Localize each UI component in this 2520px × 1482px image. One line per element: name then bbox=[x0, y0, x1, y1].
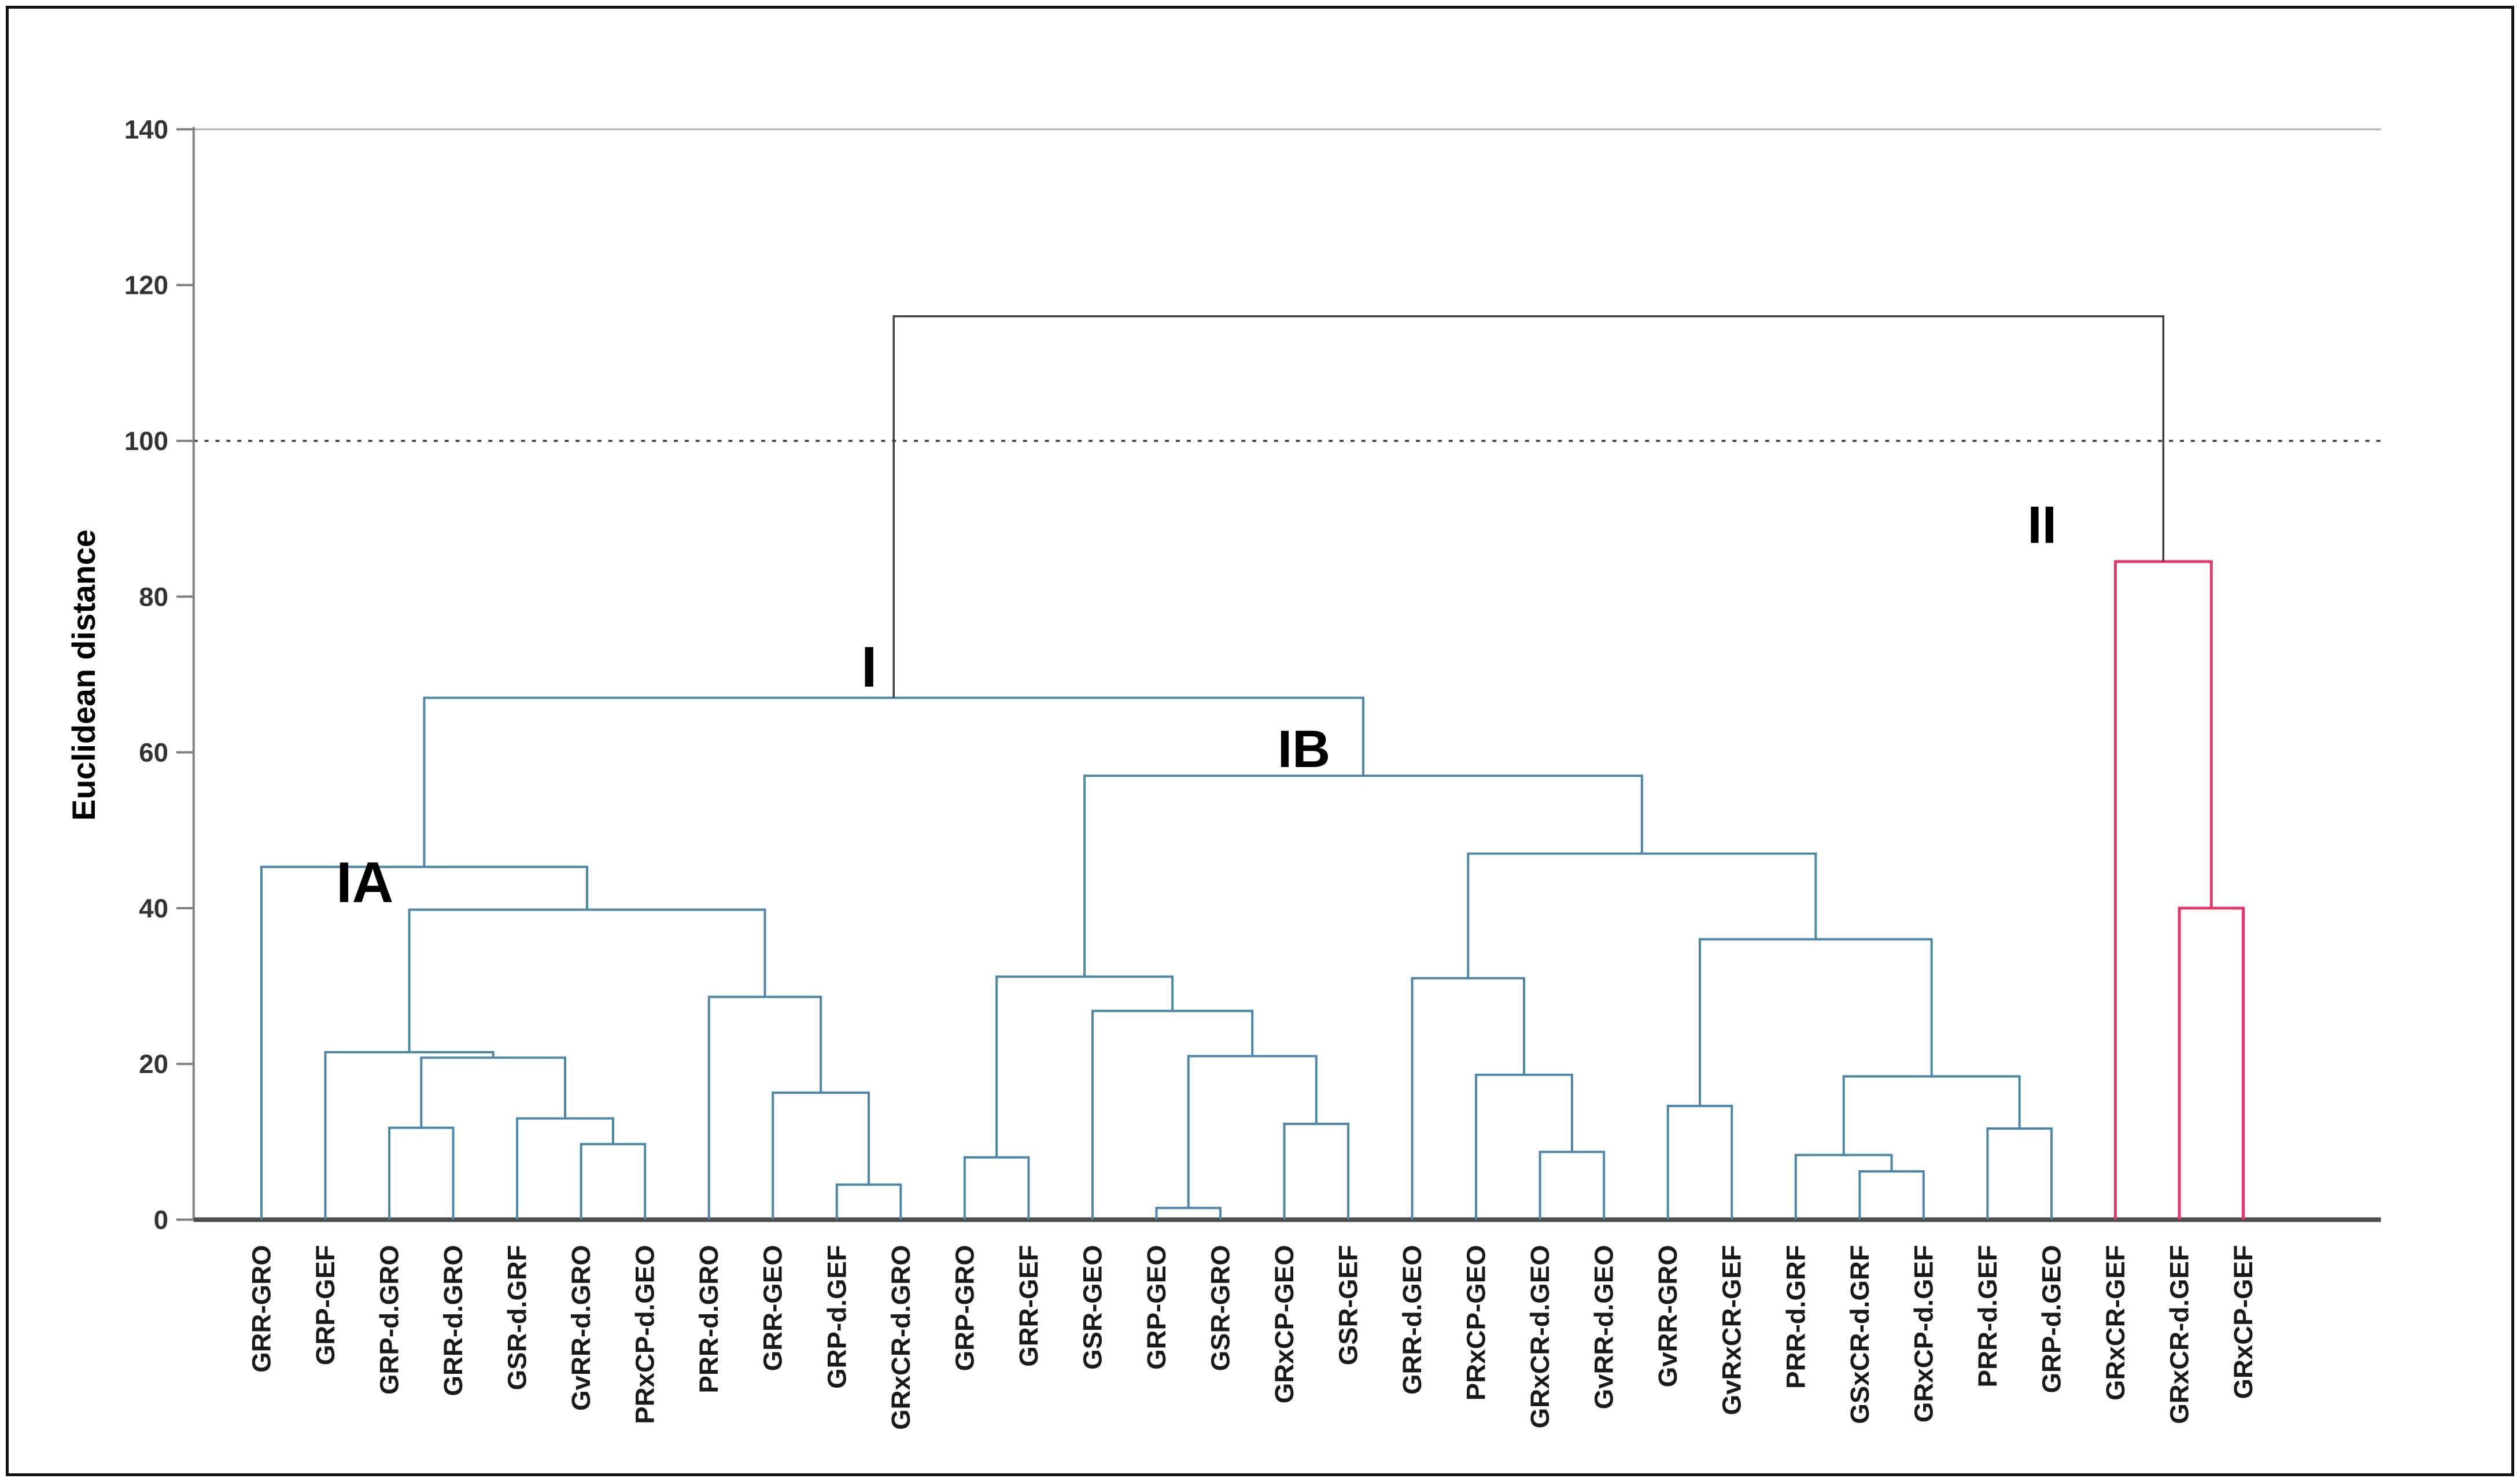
y-tick-label: 80 bbox=[139, 582, 168, 611]
dendrogram-branch-m22 bbox=[1986, 1127, 2053, 1220]
leaf-label-GRP-d.GEF: GRP-d.GEF bbox=[822, 1245, 851, 1389]
dendrogram-branch-m9 bbox=[260, 865, 588, 1220]
y-axis-title: Euclidean distance bbox=[66, 529, 102, 821]
y-tick-label: 0 bbox=[154, 1205, 168, 1234]
leaf-label-PRxCP-GEO: PRxCP-GEO bbox=[1462, 1245, 1491, 1400]
dendrogram-branch-m27 bbox=[423, 696, 1364, 867]
dendrogram-branch-m7 bbox=[707, 996, 822, 1220]
y-tick-label: 60 bbox=[139, 738, 168, 768]
leaf-label-GvRR-d.GEO: GvRR-d.GEO bbox=[1589, 1245, 1619, 1409]
cluster-label-I: I bbox=[861, 635, 877, 699]
dendrogram-branch-m3 bbox=[420, 1056, 566, 1128]
dendrogram-branch-m25 bbox=[1467, 852, 1817, 979]
leaf-label-GRxCR-GEF: GRxCR-GEF bbox=[2101, 1245, 2130, 1400]
leaf-label-GSR-d.GRF: GSR-d.GRF bbox=[503, 1245, 532, 1390]
cluster-label-IA: IA bbox=[336, 850, 393, 915]
dendrogram-branch-m8 bbox=[408, 908, 766, 1053]
dendrogram-branch-m20 bbox=[1858, 1170, 1925, 1220]
dendrogram-branch-m17 bbox=[1475, 1074, 1573, 1220]
leaf-label-GRxCR-d.GEO: GRxCR-d.GEO bbox=[1525, 1245, 1555, 1428]
leaf-label-GRxCR-d.GEF: GRxCR-d.GEF bbox=[2164, 1245, 2194, 1424]
leaf-label-GvRR-GRO: GvRR-GRO bbox=[1653, 1245, 1683, 1387]
y-tick-label: 100 bbox=[124, 426, 168, 456]
dendrogram-branch-m2 bbox=[516, 1117, 614, 1220]
dendrogram-branch-m28 bbox=[2178, 906, 2245, 1220]
leaf-label-GRP-d.GEO: GRP-d.GEO bbox=[2036, 1245, 2066, 1393]
leaf-label-GRP-GEF: GRP-GEF bbox=[311, 1245, 340, 1365]
dendrogram-branch-m5 bbox=[835, 1183, 902, 1220]
leaf-label-GRR-GRO: GRR-GRO bbox=[246, 1245, 276, 1373]
y-tick-label: 120 bbox=[124, 271, 168, 300]
dendrogram-branch-m29 bbox=[2113, 560, 2213, 1220]
dendrogram-branch-m14 bbox=[963, 1156, 1030, 1220]
leaf-label-PRR-d.GEF: PRR-d.GEF bbox=[1973, 1245, 2002, 1387]
dendrogram-branch-m4 bbox=[324, 1051, 495, 1220]
leaf-label-GRR-d.GEO: GRR-d.GEO bbox=[1397, 1245, 1427, 1395]
leaf-label-PRxCP-d.GEO: PRxCP-d.GEO bbox=[630, 1245, 660, 1424]
dendrogram-branch-m11 bbox=[1283, 1122, 1350, 1220]
leaf-label-GRP-GRO: GRP-GRO bbox=[950, 1245, 979, 1371]
dendrogram-branch-m15 bbox=[995, 975, 1174, 1157]
y-tick-label: 40 bbox=[139, 894, 168, 923]
leaf-label-GRxCP-GEF: GRxCP-GEF bbox=[2228, 1245, 2258, 1399]
figure-frame: 0 20 40 60 80 100 120 140 Euclidean distance GRR-… bbox=[6, 6, 2514, 1477]
leaf-label-GSR-GRO: GSR-GRO bbox=[1205, 1245, 1235, 1371]
dendrogram-branch-m26 bbox=[1083, 775, 1643, 977]
dendrogram-branch-m18 bbox=[1411, 977, 1526, 1220]
dendrogram-branch-m1 bbox=[580, 1142, 647, 1220]
dendrogram-branch-m16 bbox=[1538, 1151, 1606, 1220]
dendrogram-branch-m6 bbox=[772, 1092, 870, 1220]
leaf-label-PRR-d.GRF: PRR-d.GRF bbox=[1781, 1245, 1810, 1389]
leaf-label-GRxCR-d.GRO: GRxCR-d.GRO bbox=[886, 1245, 916, 1430]
y-tick-label: 140 bbox=[124, 115, 168, 144]
leaf-label-GvRxCR-GEF: GvRxCR-GEF bbox=[1717, 1245, 1747, 1415]
dendrogram-branch-m23 bbox=[1842, 1075, 2021, 1155]
y-tick-label: 20 bbox=[139, 1049, 168, 1079]
leaf-label-GRR-d.GRO: GRR-d.GRO bbox=[438, 1245, 468, 1396]
leaf-label-GSR-GEF: GSR-GEF bbox=[1334, 1245, 1363, 1365]
cluster-label-II: II bbox=[2027, 496, 2057, 555]
dendrogram-branch-m24 bbox=[1698, 938, 1933, 1106]
leaf-label-GvRR-d.GRO: GvRR-d.GRO bbox=[566, 1245, 596, 1411]
dendrogram-branch-m19 bbox=[1666, 1104, 1733, 1220]
dendrogram-chart: 0 20 40 60 80 100 120 140 Euclidean distance GRR-… bbox=[66, 115, 2381, 1430]
leaf-label-GRxCP-d.GEF: GRxCP-d.GEF bbox=[1909, 1245, 1938, 1422]
leaf-label-GRxCP-GEO: GRxCP-GEO bbox=[1270, 1245, 1299, 1403]
leaf-label-PRR-d.GRO: PRR-d.GRO bbox=[694, 1245, 724, 1393]
dendrogram-branch-m0 bbox=[388, 1126, 455, 1220]
leaf-label-GRR-GEF: GRR-GEF bbox=[1014, 1245, 1043, 1367]
dendrogram-branch-m12 bbox=[1187, 1055, 1318, 1208]
leaf-label-GRR-GEO: GRR-GEO bbox=[758, 1245, 788, 1371]
leaf-label-GRP-GEO: GRP-GEO bbox=[1142, 1245, 1171, 1370]
leaf-label-GRP-d.GRO: GRP-d.GRO bbox=[375, 1245, 404, 1395]
dendrogram-branch-m13 bbox=[1091, 1009, 1254, 1220]
leaf-label-GSxCR-d.GRF: GSxCR-d.GRF bbox=[1845, 1245, 1875, 1424]
leaf-label-GSR-GEO: GSR-GEO bbox=[1078, 1245, 1107, 1370]
dendrogram-branch-m21 bbox=[1794, 1153, 1893, 1220]
dendrogram-branch-m30 bbox=[892, 315, 2165, 698]
cluster-label-IB: IB bbox=[1278, 720, 1330, 779]
